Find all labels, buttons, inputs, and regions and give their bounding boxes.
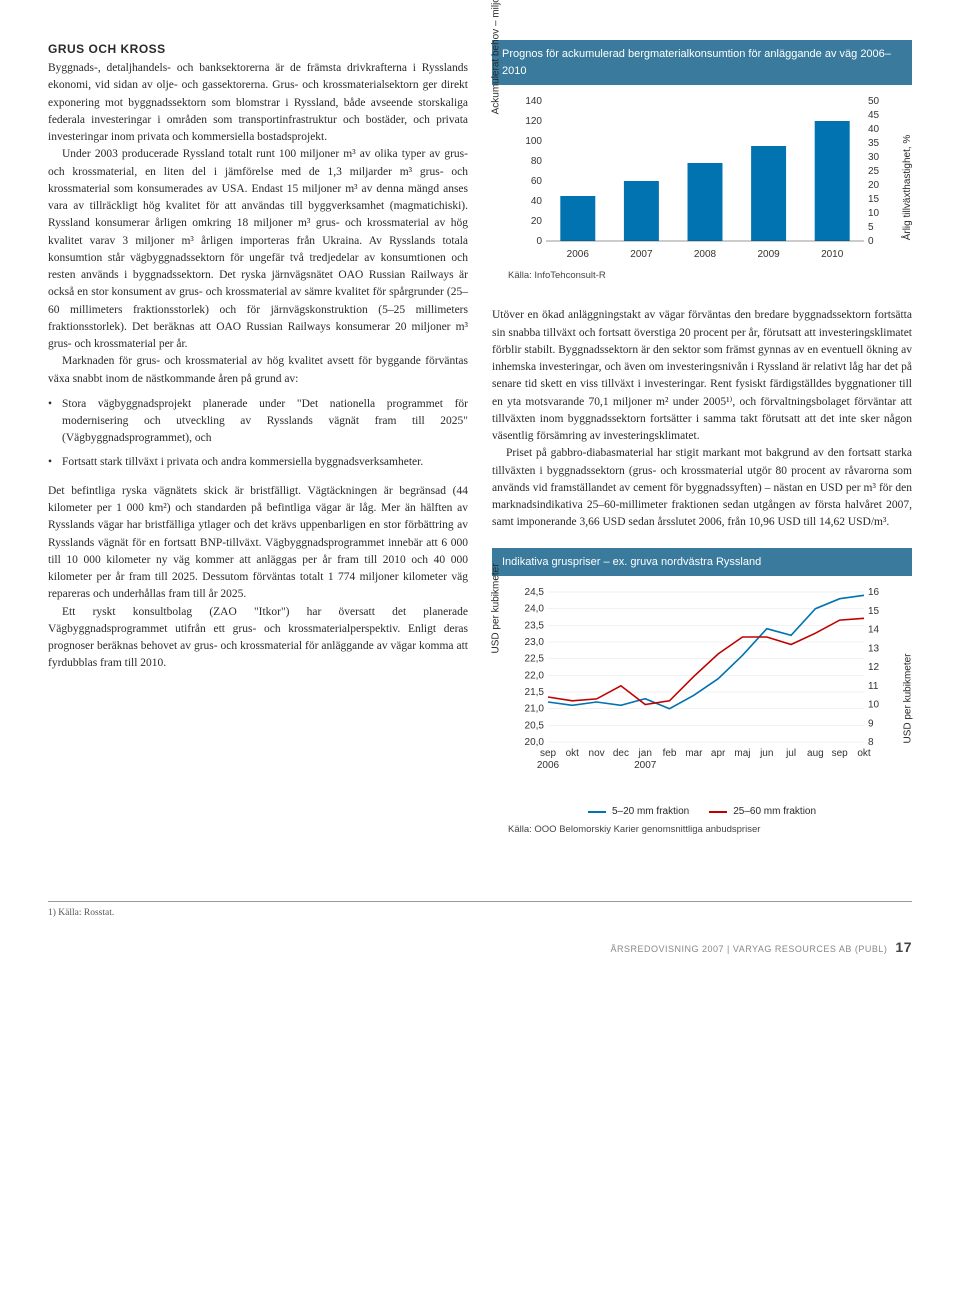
svg-text:2007: 2007 — [630, 249, 653, 260]
bullet-list: Stora vägbyggnadsprojekt planerade under… — [48, 396, 468, 471]
svg-text:60: 60 — [531, 176, 543, 187]
footnote: 1) Källa: Rosstat. — [48, 901, 912, 920]
svg-text:5: 5 — [868, 222, 874, 233]
body-paragraph: Ett ryskt konsultbolag (ZAO "Itkor") har… — [48, 604, 468, 673]
svg-text:0: 0 — [536, 236, 542, 247]
svg-text:13: 13 — [868, 643, 880, 654]
footer-text: ÅRSREDOVISNING 2007 | VARYAG RESOURCES A… — [611, 943, 888, 957]
body-paragraph: Byggnads-, detaljhandels- och banksektor… — [48, 60, 468, 146]
svg-text:sep: sep — [540, 748, 557, 759]
svg-text:nov: nov — [589, 748, 605, 759]
svg-text:2006: 2006 — [537, 760, 560, 771]
svg-text:120: 120 — [525, 116, 542, 127]
body-paragraph: Priset på gabbro-diabasmaterial har stig… — [492, 445, 912, 531]
y-axis-right-label: USD per kubikmeter — [901, 653, 916, 743]
price-line-chart: Indikativa gruspriser – ex. gruva nordvä… — [492, 548, 912, 846]
section-heading: GRUS OCH KROSS — [48, 40, 468, 58]
body-paragraph: Under 2003 producerade Ryssland totalt r… — [48, 146, 468, 353]
svg-text:mar: mar — [685, 748, 703, 759]
svg-text:15: 15 — [868, 194, 880, 205]
svg-text:2007: 2007 — [634, 760, 657, 771]
svg-text:2008: 2008 — [694, 249, 717, 260]
page-number: 17 — [895, 937, 912, 958]
svg-text:40: 40 — [531, 196, 543, 207]
svg-text:maj: maj — [734, 748, 750, 759]
svg-text:20: 20 — [531, 216, 543, 227]
page-footer: ÅRSREDOVISNING 2007 | VARYAG RESOURCES A… — [48, 937, 912, 958]
bar-chart-svg: 0 20 40 60 80 100 120 140 0 5 10 15 20 25 30 35 40 45 50 20… — [500, 95, 904, 265]
svg-text:15: 15 — [868, 606, 880, 617]
svg-text:140: 140 — [525, 96, 542, 107]
chart-source: Källa: InfoTehconsult-R — [500, 269, 904, 283]
svg-text:100: 100 — [525, 136, 542, 147]
svg-text:8: 8 — [868, 737, 874, 748]
body-paragraph: Utöver en ökad anläggningstakt av vägar … — [492, 307, 912, 445]
svg-text:20,0: 20,0 — [525, 737, 545, 748]
y-axis-left-label: Ackumulerat behov – miljoner m³ — [489, 0, 504, 114]
legend-item: 25–60 mm fraktion — [709, 804, 816, 819]
svg-text:jun: jun — [759, 748, 773, 759]
svg-text:aug: aug — [807, 748, 824, 759]
svg-text:sep: sep — [832, 748, 849, 759]
line-chart-svg: 20,0 20,5 21,0 21,5 22,0 22,5 23,0 23,5 24,0 24,5… — [500, 586, 904, 776]
svg-text:2009: 2009 — [757, 249, 780, 260]
svg-text:21,0: 21,0 — [525, 704, 545, 715]
chart-title: Indikativa gruspriser – ex. gruva nordvä… — [492, 548, 912, 577]
svg-text:feb: feb — [663, 748, 677, 759]
y-axis-right-label: Årlig tillväxthastighet, % — [901, 135, 916, 241]
svg-text:24,5: 24,5 — [525, 587, 545, 598]
chart-source: Källa: OOO Belomorskiy Karier genomsnitt… — [500, 823, 904, 837]
svg-text:10: 10 — [868, 700, 880, 711]
svg-text:20,5: 20,5 — [525, 720, 545, 731]
svg-text:okt: okt — [566, 748, 580, 759]
svg-text:23,5: 23,5 — [525, 620, 545, 631]
forecast-bar-chart: Prognos för ackumulerad bergmaterialkons… — [492, 40, 912, 291]
svg-text:35: 35 — [868, 138, 880, 149]
svg-text:12: 12 — [868, 662, 880, 673]
svg-text:23,0: 23,0 — [525, 637, 545, 648]
chart-title: Prognos för ackumulerad bergmaterialkons… — [492, 40, 912, 85]
svg-text:25: 25 — [868, 166, 880, 177]
svg-text:okt: okt — [857, 748, 871, 759]
svg-text:24,0: 24,0 — [525, 604, 545, 615]
svg-text:20: 20 — [868, 180, 880, 191]
svg-text:80: 80 — [531, 156, 543, 167]
svg-text:9: 9 — [868, 718, 874, 729]
svg-text:dec: dec — [613, 748, 629, 759]
svg-text:30: 30 — [868, 152, 880, 163]
svg-text:jan: jan — [638, 748, 652, 759]
svg-text:40: 40 — [868, 124, 880, 135]
svg-text:11: 11 — [868, 681, 879, 692]
body-paragraph: Marknaden för grus- och krossmaterial av… — [48, 353, 468, 388]
svg-text:0: 0 — [868, 236, 874, 247]
svg-text:14: 14 — [868, 625, 880, 636]
svg-text:16: 16 — [868, 587, 880, 598]
y-axis-left-label: USD per kubikmeter — [489, 563, 504, 653]
svg-text:apr: apr — [711, 748, 726, 759]
svg-text:22,5: 22,5 — [525, 654, 545, 665]
svg-text:50: 50 — [868, 96, 880, 107]
bullet-item: Fortsatt stark tillväxt i privata och an… — [48, 454, 468, 471]
svg-text:22,0: 22,0 — [525, 670, 545, 681]
svg-text:2010: 2010 — [821, 249, 844, 260]
body-paragraph: Det befintliga ryska vägnätets skick är … — [48, 483, 468, 604]
svg-text:21,5: 21,5 — [525, 687, 545, 698]
svg-text:45: 45 — [868, 110, 880, 121]
svg-text:2006: 2006 — [567, 249, 590, 260]
bullet-item: Stora vägbyggnadsprojekt planerade under… — [48, 396, 468, 448]
svg-text:jul: jul — [785, 748, 796, 759]
svg-text:10: 10 — [868, 208, 880, 219]
chart-legend: 5–20 mm fraktion 25–60 mm fraktion — [500, 804, 904, 819]
legend-item: 5–20 mm fraktion — [588, 804, 689, 819]
